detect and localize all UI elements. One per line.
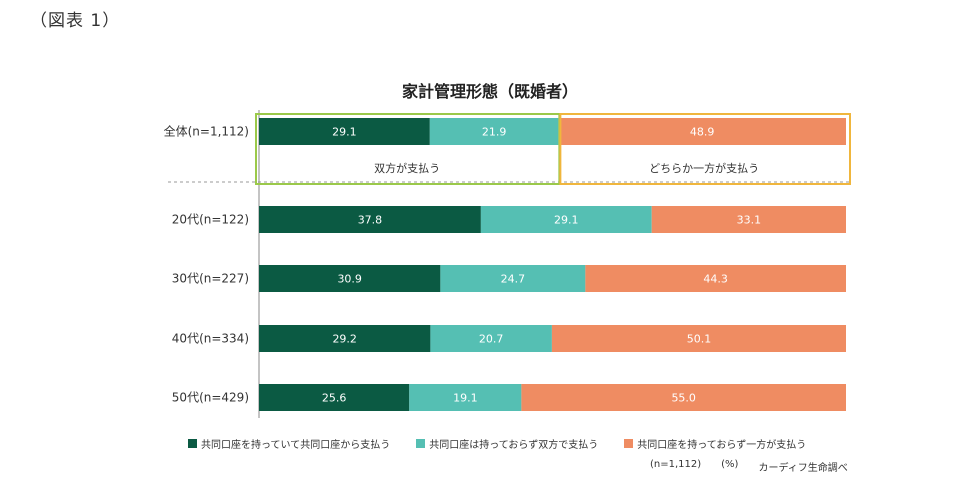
row-label: 50代(n=429) (172, 391, 249, 405)
bar-value-label: 24.7 (501, 273, 526, 286)
legend-swatch-both-pay (416, 439, 426, 448)
bar-segment (440, 265, 586, 292)
bar-value-label: 21.9 (482, 126, 507, 139)
bar-segment (585, 265, 846, 292)
bar-value-label: 29.1 (332, 126, 357, 139)
row-label: 全体(n=1,112) (164, 124, 249, 139)
bar-value-label: 20.7 (479, 333, 504, 346)
legend-swatch-one-pays (624, 439, 634, 448)
row-label: 30代(n=227) (172, 272, 249, 286)
bar-segment (259, 118, 430, 145)
figure-label: （図表 1） (30, 11, 121, 31)
legend-label-both-pay: 共同口座は持っておらず双方で支払う (429, 440, 599, 451)
bar-value-label: 44.3 (703, 273, 728, 286)
bar-value-label: 33.1 (737, 214, 762, 227)
bar-segment (558, 118, 846, 145)
legend-label-joint-account: 共同口座を持っていて共同口座から支払う (201, 440, 391, 451)
chart-title: 家計管理形態（既婚者） (401, 82, 578, 101)
source-note: (n=1,112) (%) カーディフ生命調べ (650, 459, 848, 474)
bar-segment (430, 325, 552, 352)
bar-segment (429, 118, 559, 145)
group-label-one-pays: どちらか一方が支払う (649, 161, 759, 175)
legend-item-joint-account: 共同口座を持っていて共同口座から支払う (188, 436, 390, 451)
bar-value-label: 37.8 (358, 214, 383, 227)
legend-item-both-pay: 共同口座は持っておらず双方で支払う (416, 436, 598, 451)
legend-label-one-pays: 共同口座を持っておらず一方が支払う (637, 440, 807, 451)
bar-segment (521, 384, 846, 411)
bar-value-label: 25.6 (322, 392, 347, 405)
bar-segment (259, 325, 431, 352)
row-label: 40代(n=334) (172, 332, 249, 346)
bar-segment (259, 384, 410, 411)
bar-segment (259, 265, 441, 292)
bar-value-label: 50.1 (687, 333, 712, 346)
legend-item-one-pays: 共同口座を持っておらず一方が支払う (624, 436, 806, 451)
bar-value-label: 55.0 (671, 392, 696, 405)
sample-size-note: (n=1,112) (650, 459, 702, 470)
bar-value-label: 29.2 (332, 333, 357, 346)
group-label-both-pay: 双方が支払う (374, 161, 440, 175)
legend-swatch-joint-account (188, 439, 197, 448)
bar-value-label: 30.9 (337, 273, 362, 286)
bar-value-label: 29.1 (554, 214, 579, 227)
source-credit: カーディフ生命調べ (758, 463, 848, 474)
bar-value-label: 19.1 (453, 392, 478, 405)
bar-segment (551, 325, 846, 352)
bar-segment (480, 206, 652, 233)
legend: 共同口座を持っていて共同口座から支払う 共同口座は持っておらず双方で支払う 共同… (188, 436, 806, 451)
bar-value-label: 48.9 (690, 126, 715, 139)
unit-note: (%) (721, 459, 739, 470)
row-label: 20代(n=122) (172, 213, 249, 227)
bar-segment (409, 384, 522, 411)
bar-segment (651, 206, 846, 233)
bar-segment (259, 206, 481, 233)
group-box-one-pays (559, 113, 851, 185)
